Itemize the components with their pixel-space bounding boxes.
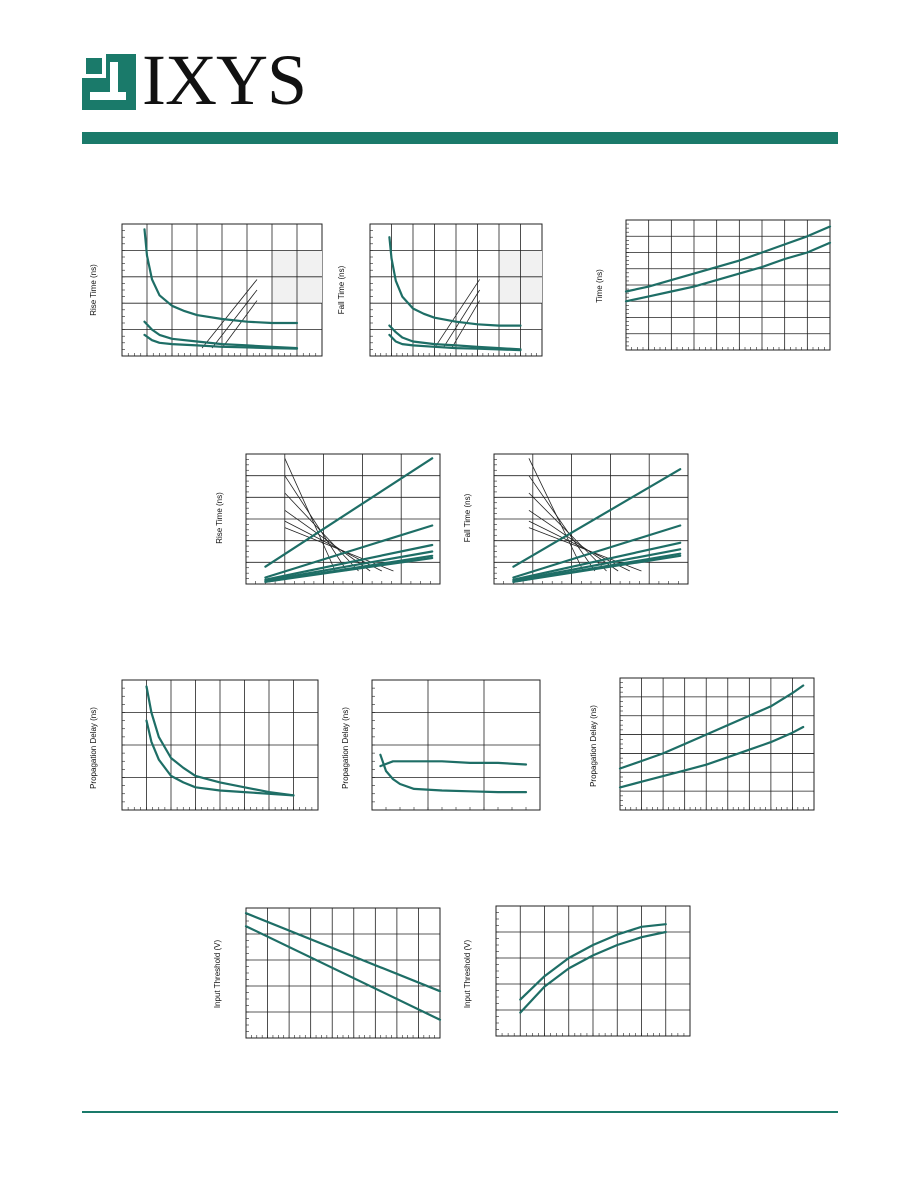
- series-line-2: [264, 524, 434, 579]
- series-line-2: [143, 320, 299, 350]
- series-line-1: [143, 228, 299, 325]
- ixys-logo-icon: [82, 54, 136, 110]
- series-line-2: [145, 719, 295, 797]
- callout-line: [442, 289, 480, 349]
- series-line-1: [388, 236, 522, 327]
- series-line-4: [512, 548, 682, 582]
- callout-line: [451, 300, 480, 349]
- series-line-4: [264, 550, 434, 582]
- chart-rise-time-1: Rise Time (ns): [89, 223, 323, 357]
- callout-line: [201, 279, 258, 349]
- callout-line: [528, 492, 607, 572]
- series-line-1: [244, 912, 442, 993]
- y-axis-label: Time (ns): [595, 269, 604, 303]
- series-line-2: [624, 241, 832, 303]
- callout-line: [211, 289, 258, 349]
- y-axis-label: Input Threshold (V): [463, 940, 472, 1009]
- series-line-2: [519, 930, 667, 1014]
- callout-line: [434, 279, 480, 349]
- header-bar: [82, 132, 838, 144]
- series-line-6: [264, 556, 434, 583]
- y-axis-label: Propagation Delay (ns): [589, 705, 598, 787]
- series-line-1: [512, 468, 682, 568]
- y-axis-label: Propagation Delay (ns): [341, 707, 350, 789]
- series-line-1: [379, 753, 528, 794]
- series-line-3: [388, 333, 522, 352]
- chart-input-threshold-2: Input Threshold (V): [463, 905, 691, 1037]
- chart-time: Time (ns): [595, 219, 832, 351]
- series-line-1: [264, 457, 434, 568]
- series-line-3: [512, 541, 682, 581]
- series-line-2: [379, 760, 528, 768]
- chart-propagation-delay-1: Propagation Delay (ns): [89, 679, 319, 811]
- chart-propagation-delay-3: Propagation Delay (ns): [589, 677, 815, 811]
- chart-input-threshold-1: Input Threshold (V): [213, 907, 442, 1039]
- page-header: IXYS: [0, 0, 918, 150]
- series-line-2: [244, 925, 442, 1021]
- y-axis-label: Fall Time (ns): [337, 265, 346, 314]
- y-axis-label: Fall Time (ns): [463, 493, 472, 542]
- callout-line: [284, 492, 359, 572]
- y-axis-label: Rise Time (ns): [89, 264, 98, 316]
- series-line-2: [388, 324, 522, 351]
- series-line-1: [624, 225, 832, 293]
- series-line-1: [618, 684, 805, 770]
- series-line-2: [618, 725, 805, 789]
- footer-rule: [82, 1111, 838, 1113]
- callout-line: [221, 300, 258, 349]
- y-axis-label: Input Threshold (V): [213, 940, 222, 1009]
- series-line-1: [519, 923, 667, 1001]
- series-line-2: [512, 524, 682, 579]
- y-axis-label: Rise Time (ns): [215, 492, 224, 544]
- chart-rise-time-2: Rise Time (ns): [215, 453, 441, 585]
- series-line-6: [512, 554, 682, 583]
- chart-propagation-delay-2: Propagation Delay (ns): [341, 679, 541, 811]
- series-line-3: [264, 543, 434, 581]
- chart-fall-time-1: Fall Time (ns): [337, 223, 543, 357]
- series-line-3: [143, 333, 299, 350]
- chart-fall-time-2: Fall Time (ns): [463, 453, 689, 585]
- y-axis-label: Propagation Delay (ns): [89, 707, 98, 789]
- series-line-1: [145, 685, 295, 797]
- brand-name: IXYS: [142, 40, 307, 120]
